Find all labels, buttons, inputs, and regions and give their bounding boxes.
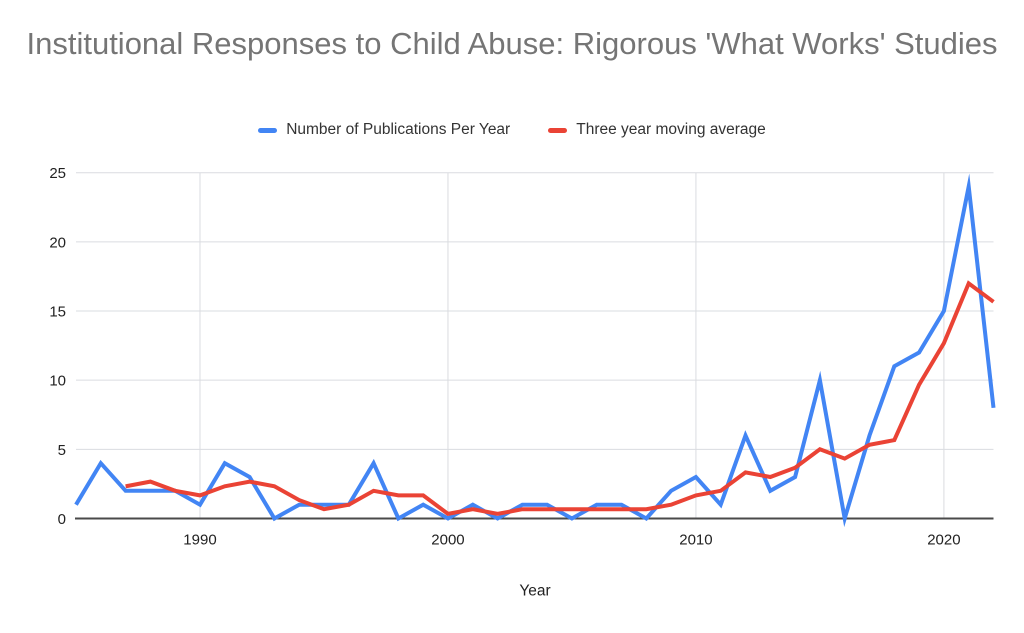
x-tick-label: 1990 [183, 532, 216, 549]
legend-item-publications: Number of Publications Per Year [258, 121, 510, 139]
x-tick-label: 2010 [679, 532, 712, 549]
x-axis-title: Year [519, 583, 550, 600]
legend-swatch-publications-icon [258, 127, 278, 133]
x-tick-label: 2000 [431, 532, 464, 549]
moving-average-series-line [125, 280, 995, 517]
legend-label-moving-average: Three year moving average [576, 121, 766, 138]
chart-title: Institutional Responses to Child Abuse: … [26, 26, 998, 61]
y-tick-label: 15 [49, 304, 66, 321]
legend-swatch-moving-average-icon [548, 127, 568, 133]
legend-item-moving-average: Three year moving average [548, 121, 766, 139]
legend-label-publications: Number of Publications Per Year [286, 121, 511, 138]
y-tick-label: 25 [49, 165, 66, 182]
x-tick-label: 2020 [927, 532, 960, 549]
legend: Number of Publications Per Year Three ye… [0, 121, 1024, 139]
publications-series-line [74, 173, 996, 528]
y-tick-label: 5 [58, 442, 66, 459]
y-tick-label: 0 [58, 511, 66, 528]
y-tick-label: 20 [49, 234, 66, 251]
y-tick-label: 10 [49, 373, 66, 390]
